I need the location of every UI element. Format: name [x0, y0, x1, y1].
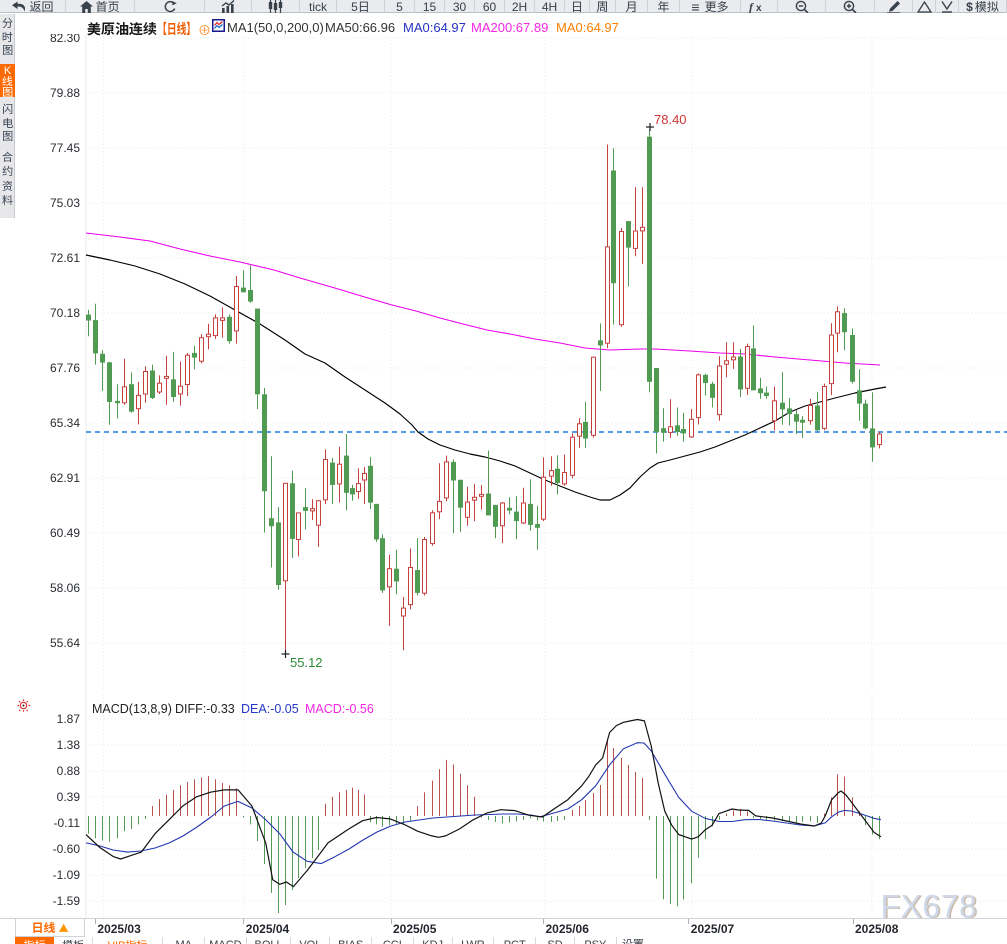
- svg-text:DEA:-0.05: DEA:-0.05: [241, 702, 299, 716]
- svg-text:55.12: 55.12: [290, 655, 323, 670]
- svg-text:FX678: FX678: [881, 889, 978, 919]
- svg-text:-0.11: -0.11: [54, 816, 81, 830]
- svg-text:72.61: 72.61: [50, 251, 80, 265]
- svg-text:0.88: 0.88: [57, 764, 81, 778]
- svg-text:78.40: 78.40: [654, 112, 687, 127]
- svg-text:67.76: 67.76: [50, 361, 80, 375]
- svg-text:77.45: 77.45: [50, 141, 80, 155]
- svg-text:58.06: 58.06: [50, 581, 80, 595]
- svg-text:MACD:-0.56: MACD:-0.56: [305, 702, 374, 716]
- svg-text:55.64: 55.64: [50, 636, 80, 650]
- svg-text:70.18: 70.18: [50, 306, 80, 320]
- svg-text:1.38: 1.38: [57, 738, 81, 752]
- svg-text:75.03: 75.03: [50, 196, 80, 210]
- svg-text:79.88: 79.88: [50, 86, 80, 100]
- svg-text:60.49: 60.49: [50, 526, 80, 540]
- svg-text:82.30: 82.30: [50, 34, 80, 45]
- svg-text:FX678: FX678: [882, 889, 979, 918]
- svg-text:x: x: [756, 3, 762, 13]
- svg-text:MACD(13,8,9): MACD(13,8,9): [92, 702, 172, 716]
- svg-text:-0.60: -0.60: [53, 842, 81, 856]
- svg-text:DIFF:-0.33: DIFF:-0.33: [175, 702, 235, 716]
- svg-text:65.34: 65.34: [50, 416, 80, 430]
- svg-text:0.39: 0.39: [57, 790, 81, 804]
- svg-text:62.91: 62.91: [50, 471, 80, 485]
- svg-text:1.87: 1.87: [57, 712, 81, 726]
- svg-text:-1.59: -1.59: [53, 894, 81, 908]
- svg-text:f: f: [749, 1, 754, 13]
- svg-text:-1.09: -1.09: [53, 868, 81, 882]
